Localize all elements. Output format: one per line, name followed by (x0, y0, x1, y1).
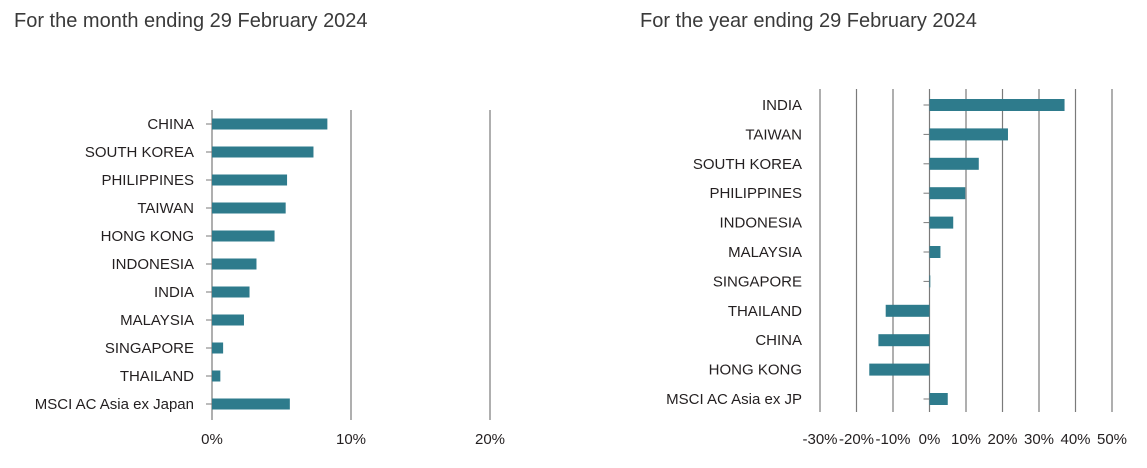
month-bar (212, 398, 290, 410)
month-bar (212, 230, 275, 242)
year-category-label: SINGAPORE (713, 273, 802, 290)
year-bar (929, 128, 1008, 141)
month-bar (212, 370, 221, 382)
month-tick-label: 10% (336, 431, 366, 448)
month-category-label: SOUTH KOREA (85, 144, 194, 161)
year-category-label: CHINA (755, 332, 802, 349)
month-category-label: MALAYSIA (120, 312, 194, 329)
chart-title-year: For the year ending 29 February 2024 (640, 10, 977, 32)
chart-title-month: For the month ending 29 February 2024 (14, 10, 368, 32)
month-bar (212, 202, 286, 214)
year-tick-label: 50% (1097, 431, 1127, 448)
year-category-label: HONG KONG (709, 362, 802, 379)
year-bar (878, 334, 930, 347)
month-category-label: TAIWAN (137, 200, 194, 217)
month-category-label: SINGAPORE (105, 340, 194, 357)
month-category-label: PHILIPPINES (101, 172, 194, 189)
year-tick-label: -10% (875, 431, 910, 448)
year-bar (885, 304, 930, 317)
year-bar (929, 187, 966, 200)
year-bar (929, 99, 1065, 111)
year-bar (929, 393, 948, 405)
year-category-label: THAILAND (728, 303, 802, 320)
month-bar (212, 118, 328, 130)
month-category-label: THAILAND (120, 368, 194, 385)
month-category-label: CHINA (147, 116, 194, 133)
year-tick-label: 10% (951, 431, 981, 448)
month-bar (212, 342, 224, 354)
month-bar (212, 146, 314, 158)
month-bar (212, 258, 257, 270)
month-category-label: INDONESIA (111, 256, 194, 273)
year-tick-label: 40% (1060, 431, 1090, 448)
year-category-label: SOUTH KOREA (693, 156, 802, 173)
year-category-label: MALAYSIA (728, 244, 802, 261)
month-category-label: INDIA (154, 284, 194, 301)
month-bar (212, 286, 250, 298)
year-bar (929, 275, 931, 288)
month-bar (212, 314, 244, 326)
year-bar (929, 216, 954, 229)
year-bar (929, 157, 979, 170)
month-tick-label: 20% (475, 431, 505, 448)
year-category-label: INDIA (762, 97, 802, 114)
month-tick-label: 0% (201, 431, 223, 448)
year-category-label: TAIWAN (745, 126, 802, 143)
year-tick-label: 20% (987, 431, 1017, 448)
year-bar (929, 246, 941, 258)
year-tick-label: -30% (802, 431, 837, 448)
year-tick-label: 30% (1024, 431, 1054, 448)
year-category-label: PHILIPPINES (709, 185, 802, 202)
month-category-label: HONG KONG (101, 228, 194, 245)
year-bar (869, 363, 930, 376)
year-tick-label: -20% (839, 431, 874, 448)
month-category-label: MSCI AC Asia ex Japan (35, 396, 194, 413)
year-category-label: INDONESIA (719, 215, 802, 232)
month-bar (212, 174, 288, 186)
year-category-label: MSCI AC Asia ex JP (666, 391, 802, 408)
year-tick-label: 0% (919, 431, 941, 448)
